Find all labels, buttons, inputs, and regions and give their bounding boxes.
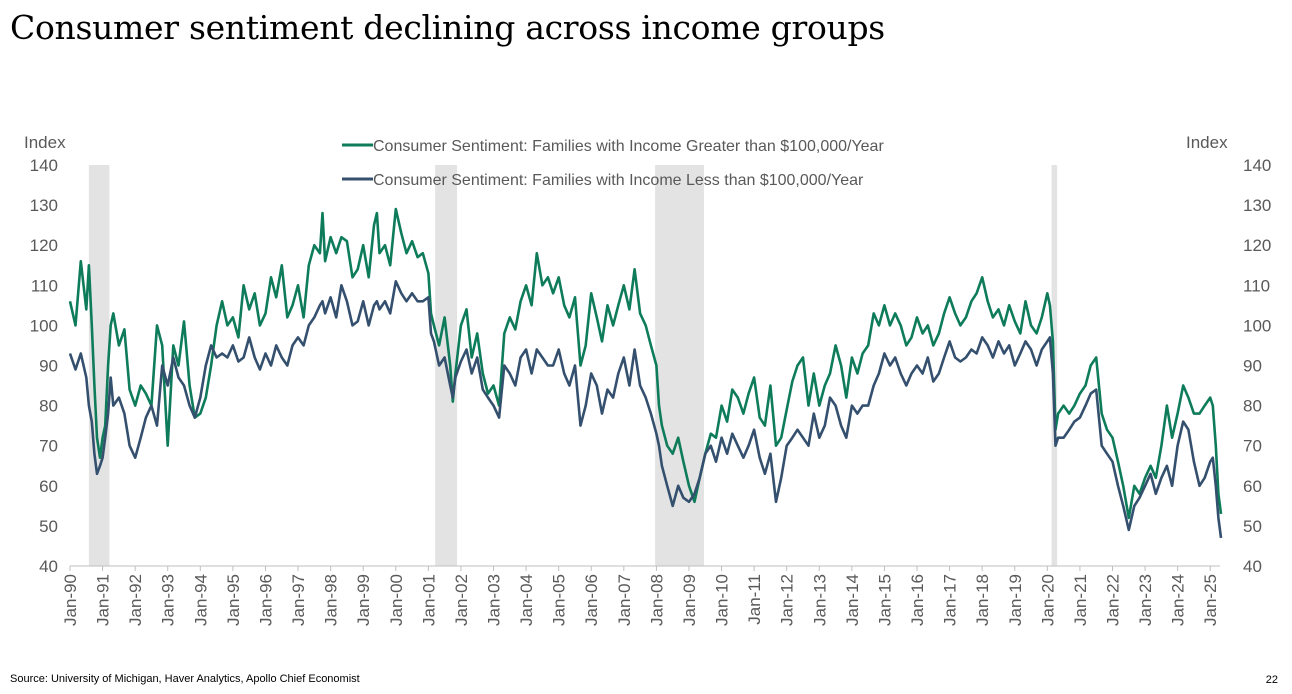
x-tick-Jan-07: Jan-07	[615, 574, 634, 626]
x-tick-Jan-23: Jan-23	[1136, 574, 1155, 626]
y-tick-left-130: 130	[30, 196, 58, 215]
y-tick-right-110: 110	[1243, 276, 1270, 295]
series-lines	[68, 207, 1223, 539]
y-axis-title-right: Index	[1186, 133, 1228, 152]
x-tick-Jan-98: Jan-98	[322, 574, 341, 626]
recession-band-3	[655, 165, 704, 566]
y-tick-left-80: 80	[39, 397, 58, 416]
x-tick-Jan-20: Jan-20	[1038, 574, 1057, 626]
x-tick-Jan-13: Jan-13	[810, 574, 829, 626]
y-tick-left-110: 110	[31, 276, 58, 295]
y-tick-right-140: 140	[1243, 156, 1271, 175]
page-number: 22	[1265, 674, 1278, 686]
x-tick-Jan-22: Jan-22	[1103, 574, 1122, 626]
y-axis-title-left: Index	[24, 133, 66, 152]
y-tick-right-130: 130	[1243, 196, 1271, 215]
y-tick-left-70: 70	[39, 437, 58, 456]
x-tick-Jan-91: Jan-91	[94, 574, 113, 626]
x-tick-Jan-08: Jan-08	[647, 574, 666, 626]
x-tick-Jan-90: Jan-90	[61, 574, 80, 626]
x-tick-Jan-11: Jan-11	[745, 574, 764, 625]
x-tick-Jan-92: Jan-92	[126, 574, 145, 626]
x-tick-Jan-24: Jan-24	[1169, 574, 1188, 626]
page-title: Consumer sentiment declining across inco…	[10, 8, 885, 47]
legend-label-1: Consumer Sentiment: Families with Income…	[373, 172, 864, 189]
x-tick-Jan-97: Jan-97	[289, 574, 308, 626]
recession-bands	[88, 165, 1058, 566]
x-tick-Jan-15: Jan-15	[875, 574, 894, 626]
y-tick-left-60: 60	[39, 477, 58, 496]
series-line-0	[68, 207, 1223, 520]
x-tick-Jan-18: Jan-18	[973, 574, 992, 626]
y-tick-left-140: 140	[30, 156, 58, 175]
x-tick-Jan-19: Jan-19	[1006, 574, 1025, 626]
legend: Consumer Sentiment: Families with Income…	[342, 138, 884, 189]
y-tick-right-120: 120	[1243, 236, 1271, 255]
y-tick-right-100: 100	[1243, 316, 1271, 335]
legend-label-0: Consumer Sentiment: Families with Income…	[373, 138, 884, 155]
x-tick-Jan-02: Jan-02	[452, 574, 471, 626]
x-tick-Jan-16: Jan-16	[908, 574, 927, 626]
x-tick-Jan-01: Jan-01	[419, 574, 438, 626]
y-tick-right-90: 90	[1243, 357, 1262, 376]
y-tick-right-60: 60	[1243, 477, 1262, 496]
x-tick-Jan-06: Jan-06	[582, 574, 601, 626]
x-tick-Jan-17: Jan-17	[941, 574, 960, 626]
y-tick-right-40: 40	[1243, 557, 1262, 576]
x-tick-Jan-96: Jan-96	[256, 574, 275, 626]
x-tick-Jan-14: Jan-14	[843, 574, 862, 626]
axes: 40 40 50 50 60 60 70 70 80 80 90 90 100 100 110 110 120 1…	[30, 156, 1272, 626]
x-tick-Jan-05: Jan-05	[550, 574, 569, 626]
y-tick-left-50: 50	[39, 517, 58, 536]
x-tick-Jan-25: Jan-25	[1201, 574, 1220, 626]
y-tick-left-90: 90	[39, 357, 58, 376]
x-tick-Jan-00: Jan-00	[387, 574, 406, 626]
x-tick-Jan-09: Jan-09	[680, 574, 699, 626]
y-tick-right-80: 80	[1243, 397, 1262, 416]
y-tick-left-120: 120	[30, 236, 58, 255]
x-tick-Jan-04: Jan-04	[517, 574, 536, 626]
source-note: Source: University of Michigan, Haver An…	[10, 673, 360, 685]
x-tick-Jan-10: Jan-10	[713, 574, 732, 626]
x-tick-Jan-99: Jan-99	[354, 574, 373, 626]
y-tick-right-70: 70	[1243, 437, 1262, 456]
x-tick-Jan-12: Jan-12	[778, 574, 797, 626]
x-tick-Jan-03: Jan-03	[485, 574, 504, 626]
recession-band-0	[88, 165, 110, 566]
y-tick-right-50: 50	[1243, 517, 1262, 536]
x-tick-Jan-93: Jan-93	[159, 574, 178, 626]
x-tick-Jan-95: Jan-95	[224, 574, 243, 626]
x-tick-Jan-21: Jan-21	[1071, 574, 1090, 626]
x-tick-Jan-94: Jan-94	[191, 574, 210, 626]
series-line-1	[68, 280, 1223, 539]
y-tick-left-100: 100	[30, 316, 58, 335]
y-tick-left-40: 40	[39, 557, 58, 576]
